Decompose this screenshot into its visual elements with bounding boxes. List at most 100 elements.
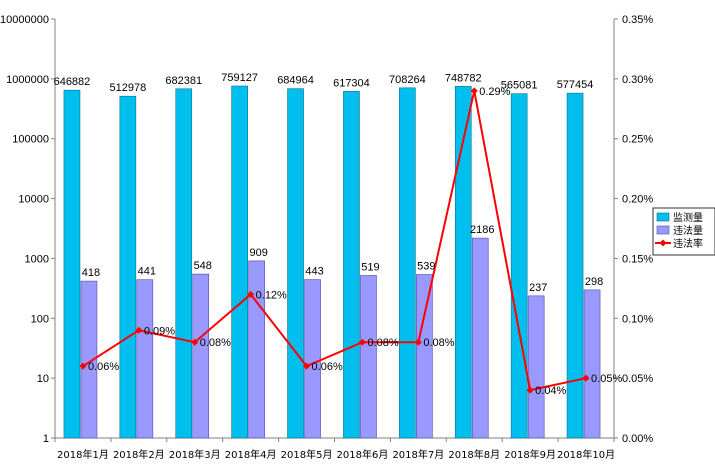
bar-violation-label: 443 (305, 266, 323, 278)
bar-violation (471, 237, 489, 439)
rate-point-label: 0.29% (479, 86, 510, 98)
rate-line-path (82, 90, 587, 392)
y-right-tick-label: 0.15% (622, 253, 653, 265)
rate-point (358, 338, 366, 346)
x-tick-label: 2018年3月 (169, 448, 221, 461)
rate-point (470, 87, 478, 95)
legend-label-monitored: 监测量 (673, 211, 703, 224)
bar-monitored-label: 748782 (445, 72, 482, 84)
rate-point (247, 290, 255, 298)
legend-label-rate: 违法率 (673, 237, 703, 250)
bar-violation (304, 279, 321, 439)
bar-violation (583, 289, 601, 439)
bar-monitored (231, 85, 248, 439)
rate-point-label: 0.08% (200, 337, 231, 349)
x-tick-label: 2018年7月 (392, 448, 444, 461)
bar-violation (136, 279, 154, 439)
x-tick-label: 2018年6月 (337, 448, 389, 461)
bar-monitored (566, 92, 584, 439)
bar-violation (527, 295, 545, 439)
rate-point-label: 0.08% (367, 337, 398, 349)
rate-point-label: 0.06% (88, 361, 119, 373)
rate-line (79, 87, 590, 394)
bar-violation-label: 237 (529, 282, 547, 294)
rate-point (303, 362, 311, 370)
bar-monitored-label: 617304 (333, 77, 370, 89)
rate-point (414, 338, 422, 346)
data-labels: 646882 418 512978 441 682381 548 759127 909 6849… (54, 72, 623, 397)
y-left-tick-label: 1000000 (6, 74, 49, 86)
bars (63, 85, 601, 439)
legend-label-violation: 违法量 (673, 224, 703, 237)
rate-point (79, 362, 87, 370)
bar-monitored-label: 565081 (501, 80, 538, 92)
y-right-tick-label: 0.00% (622, 433, 653, 445)
rate-point-label: 0.04% (535, 385, 566, 397)
bar-violation-label: 2186 (470, 224, 494, 236)
bar-monitored (175, 88, 193, 439)
bar-violation-label: 539 (417, 260, 435, 272)
bar-violation (360, 275, 377, 439)
y-right-tick-label: 0.35% (622, 14, 653, 26)
x-tick-label: 2018年4月 (225, 448, 277, 461)
y-right-tick-label: 0.10% (622, 313, 653, 325)
bar-violation-label: 548 (194, 260, 212, 272)
y-left-tick-label: 100 (31, 313, 49, 325)
bar-monitored (510, 93, 528, 439)
bar-violation-label: 298 (585, 276, 603, 288)
bar-violation (248, 260, 265, 439)
bar-monitored (287, 88, 304, 439)
y-left-tick-label: 10000 (18, 194, 49, 206)
y-left-tick-label: 1000 (25, 253, 49, 265)
bar-monitored (343, 91, 360, 439)
rate-point-label: 0.12% (256, 289, 287, 301)
x-tick-label: 2018年2月 (113, 448, 165, 461)
x-tick-label: 2018年8月 (448, 448, 500, 461)
bar-violation (416, 274, 433, 439)
legend-swatch-monitored (656, 212, 670, 222)
rate-point (135, 326, 143, 334)
x-tick-label: 2018年9月 (504, 448, 556, 461)
bar-violation (192, 273, 210, 439)
y-left-tick-label: 100000 (12, 134, 49, 146)
y-right-tick-label: 0.05% (622, 373, 653, 385)
y-right-tick-label: 0.25% (622, 134, 653, 146)
bar-monitored-label: 512978 (109, 82, 146, 94)
rate-point (526, 386, 534, 394)
bar-monitored-label: 682381 (165, 75, 202, 87)
rate-point (191, 338, 199, 346)
bar-monitored-label: 759127 (221, 72, 258, 84)
bar-monitored-label: 684964 (277, 75, 314, 87)
bar-violation-label: 909 (249, 247, 267, 259)
bar-monitored-label: 577454 (557, 79, 594, 91)
y-left-tick-label: 1 (43, 433, 49, 445)
bar-monitored-label: 646882 (54, 76, 91, 88)
rate-point-label: 0.05% (591, 373, 622, 385)
legend-swatch-violation (656, 225, 670, 235)
bar-violation-label: 418 (82, 267, 100, 279)
rate-point-label: 0.08% (423, 337, 454, 349)
axes: 1 10 100 1000 10000 100000 1000000 10000000 0.00… (0, 14, 653, 461)
legend-swatch-rate-marker (659, 239, 667, 247)
rate-point (582, 374, 590, 382)
y-left-tick-label: 10000000 (0, 14, 49, 26)
y-left-tick-label: 10 (37, 373, 49, 385)
bar-monitored (454, 86, 472, 439)
x-tick-label: 2018年10月 (557, 448, 615, 461)
bar-violation-label: 519 (361, 261, 379, 273)
bar-monitored (63, 89, 81, 439)
y-right-tick-label: 0.30% (622, 74, 653, 86)
rate-point-label: 0.09% (144, 325, 175, 337)
bar-violation-label: 441 (138, 266, 156, 278)
x-tick-label: 2018年1月 (57, 448, 109, 461)
bar-violation (80, 280, 98, 439)
y-right-tick-label: 0.20% (622, 194, 653, 206)
bar-monitored-label: 708264 (389, 74, 426, 86)
rate-point-label: 0.06% (312, 361, 343, 373)
bar-monitored (119, 95, 137, 439)
x-tick-label: 2018年5月 (281, 448, 333, 461)
bar-monitored (399, 87, 416, 439)
